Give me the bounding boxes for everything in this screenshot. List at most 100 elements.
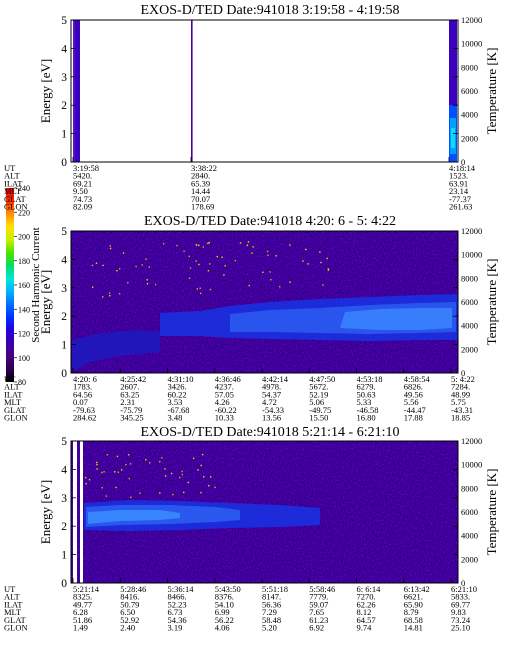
panel-1-data-line-mid: [191, 20, 193, 162]
temperature-tick-label: 6000: [461, 297, 478, 307]
spectrum-speckle: [128, 477, 130, 480]
orbit-cell: 5.56: [404, 397, 419, 407]
panel-2-band-low: [72, 330, 160, 372]
orbit-cell: -60.22: [215, 405, 237, 415]
temperature-tick-label: 10000: [461, 460, 482, 470]
spectrum-speckle: [198, 263, 200, 266]
spectrum-speckle: [154, 283, 157, 286]
spectrum-speckle: [170, 472, 173, 475]
orbit-row-label: GLAT: [4, 194, 27, 204]
energy-tick-label: 3: [61, 72, 67, 84]
orbit-cell: 65.39: [191, 178, 210, 188]
temperature-tick-label: 8000: [461, 483, 478, 493]
orbit-cell: 18.85: [451, 413, 470, 423]
spectrum-speckle: [251, 252, 253, 254]
orbit-row-label: ALT: [4, 592, 21, 602]
spectrum-speckle: [302, 260, 304, 262]
orbit-cell: 50.79: [120, 599, 139, 609]
panel-1-plot-background: [71, 20, 458, 162]
orbit-cell: 8416.: [120, 592, 139, 602]
temperature-tick-label: 6000: [461, 507, 478, 517]
panel-2-axes: 0 1 2 3 4 5 0 2000 4000 6000 8000 10000 12000: [61, 226, 482, 380]
spectrum-speckle: [146, 283, 149, 285]
orbit-cell: 6.50: [120, 607, 135, 617]
orbit-cell: 69.21: [73, 178, 92, 188]
spectrum-speckle: [181, 470, 183, 473]
orbit-cell: 6.28: [73, 607, 88, 617]
orbit-cell: 13.56: [262, 413, 281, 423]
spectrum-speckle: [149, 462, 151, 464]
spectrum-speckle: [246, 244, 249, 246]
spectrum-speckle: [101, 471, 103, 474]
spectrum-speckle: [146, 279, 148, 281]
spectrum-speckle: [262, 271, 264, 273]
spectrum-speckle: [319, 251, 321, 253]
spectrum-speckle: [116, 455, 119, 458]
temperature-tick-label: 6000: [461, 86, 478, 96]
panel-3-ylabel: Energy [eV]: [38, 480, 53, 544]
panel-3-band: [84, 500, 320, 531]
spectrum-speckle: [252, 246, 254, 248]
colorbar-tick-label: 100: [18, 354, 30, 363]
spectrum-speckle: [114, 471, 116, 473]
orbit-cell: 61.23: [309, 615, 328, 625]
spectrum-speckle: [203, 476, 205, 478]
orbit-cell: 5.20: [262, 623, 277, 633]
orbit-cell: 3.19: [168, 623, 183, 633]
orbit-row-label: MLT: [4, 186, 22, 196]
orbit-cell: 5:51:18: [262, 584, 288, 594]
spectrum-speckle: [200, 491, 202, 494]
orbit-row-label: GLAT: [4, 405, 27, 415]
orbit-cell: 4.26: [215, 397, 230, 407]
orbit-cell: 5.75: [451, 397, 466, 407]
orbit-cell: 63.25: [120, 389, 139, 399]
orbit-cell: 7.29: [262, 607, 277, 617]
energy-tick-label: 3: [61, 493, 67, 505]
orbit-cell: 261.63: [449, 202, 472, 212]
energy-tick-label: 4: [61, 464, 67, 476]
spectrum-speckle: [109, 295, 111, 297]
spectrum-speckle: [234, 259, 237, 262]
spectrum-speckle: [102, 264, 104, 267]
spectrum-speckle: [267, 254, 269, 257]
panel-1-data-strip-right-hot: [451, 128, 455, 148]
orbit-cell: 15.50: [309, 413, 328, 423]
spectrum-speckle: [322, 284, 324, 286]
orbit-cell: 17.88: [404, 413, 423, 423]
panel-1-frame: [70, 19, 459, 163]
spectrum-speckle: [195, 244, 198, 246]
spectrum-speckle: [327, 269, 330, 271]
spectrum-speckle: [200, 292, 202, 295]
spectrum-speckle: [119, 268, 121, 270]
energy-tick-label: 0: [61, 157, 67, 169]
colorbar-strip: [6, 188, 14, 382]
orbit-cell: 5:21:14: [73, 584, 100, 594]
spectrum-speckle: [85, 476, 87, 479]
spectrum-speckle: [247, 241, 250, 243]
orbit-row-label: UT: [4, 163, 16, 173]
spectrum-speckle: [176, 244, 178, 247]
colorbar-tick-label: 240: [18, 184, 30, 193]
temperature-tick-label: 2000: [461, 554, 478, 564]
spectrum-speckle: [279, 285, 281, 288]
orbit-row-label: ILAT: [4, 599, 23, 609]
orbit-cell: 5:36:14: [168, 584, 195, 594]
spectrum-speckle: [239, 242, 242, 244]
spectrum-speckle: [109, 245, 111, 247]
spectrum-speckle: [118, 293, 121, 295]
orbit-cell: 70.07: [191, 194, 210, 204]
spectrum-speckle: [120, 469, 123, 471]
spectrum-speckle: [145, 459, 147, 461]
colorbar-tick-label: 140: [18, 305, 30, 314]
panel-1: EXOS-D/TED Date:941018 3:19:58 - 4:19:58…: [4, 3, 499, 212]
spectrum-speckle: [223, 274, 225, 276]
orbit-cell: 1523.: [449, 171, 468, 181]
temperature-tick-label: 0: [461, 157, 465, 167]
spectrum-speckle: [196, 288, 198, 290]
spectrum-speckle: [159, 492, 161, 494]
orbit-cell: 178.69: [191, 202, 214, 212]
energy-tick-label: 3: [61, 283, 67, 295]
orbit-cell: 48.99: [451, 389, 470, 399]
temperature-tick-label: 8000: [461, 273, 478, 283]
